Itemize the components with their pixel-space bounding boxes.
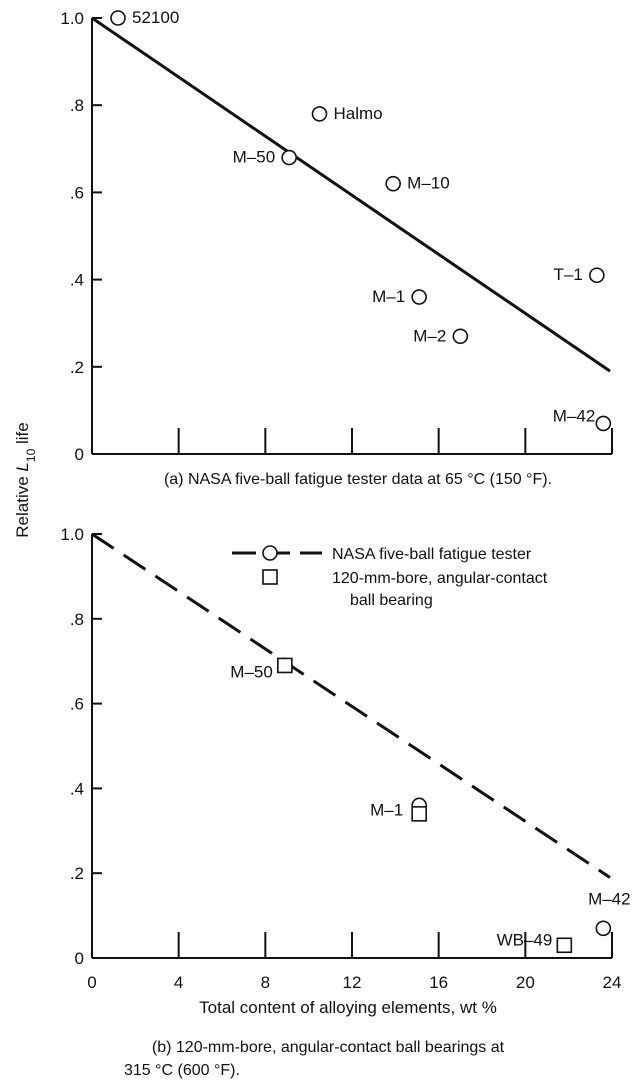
- legend-entry-label: 120-mm-bore, angular-contact: [332, 570, 548, 587]
- x-tick-label: 8: [261, 973, 270, 992]
- y-axis-title-prefix: Relative: [13, 472, 32, 538]
- square-marker: [277, 657, 293, 674]
- x-tick-label: 24: [603, 973, 622, 992]
- y-tick-label: .6: [70, 183, 84, 202]
- legend-b: NASA five-ball fatigue tester 120-mm-bore…: [232, 545, 548, 609]
- y-axis-title: Relative L10 life: [13, 422, 38, 537]
- y-tick-label: .2: [70, 864, 84, 883]
- y-tick-label: .2: [70, 358, 84, 377]
- chart-caption-b-line-2: 315 °C (600 °F).: [124, 1062, 240, 1079]
- point-label: T–1: [554, 265, 583, 284]
- circle-marker: [411, 289, 427, 305]
- y-tick-label: 1.0: [60, 9, 84, 28]
- point-label: M–2: [413, 326, 446, 345]
- data-points-b: M–50 M–1 M–42 WB–49: [230, 657, 631, 954]
- legend-entry-label: ball bearing: [350, 592, 433, 609]
- point-label: M–42: [588, 889, 631, 908]
- x-tick-label: 4: [174, 973, 183, 992]
- y-axis-title-subscript: 10: [24, 448, 38, 462]
- x-tick-labels-b: 0 4 8 12 16 20 24: [87, 973, 621, 992]
- x-tick-label: 0: [87, 973, 96, 992]
- point-label: M–1: [370, 800, 403, 819]
- fit-line: [91, 16, 611, 373]
- circle-marker: [595, 920, 612, 937]
- legend-circle-marker: [262, 545, 278, 561]
- point-label: WB–49: [497, 930, 553, 949]
- point-label: M–42: [553, 406, 596, 425]
- axes-a: [91, 17, 613, 455]
- y-tick-label: .8: [70, 96, 84, 115]
- y-tick-label: .6: [70, 695, 84, 714]
- legend-entry-label: NASA five-ball fatigue tester: [332, 546, 532, 563]
- circle-marker: [589, 267, 605, 284]
- y-axis-title-symbol: L: [13, 462, 32, 471]
- x-tick-label: 16: [429, 973, 448, 992]
- y-tick-labels-b: 0 .2 .4 .6 .8 1.0: [60, 525, 84, 968]
- y-tick-label: 1.0: [60, 525, 84, 544]
- square-marker: [556, 937, 573, 954]
- point-label: M–50: [230, 662, 273, 681]
- circle-marker: [311, 106, 328, 122]
- point-label: M–50: [233, 148, 276, 167]
- point-label: Halmo: [334, 104, 383, 123]
- circle-marker: [385, 175, 401, 192]
- data-points-a: 52100 Halmo M–50 M–10 T–1 M–1 M–2 M–42: [110, 8, 612, 432]
- x-tick-label: 20: [516, 973, 535, 992]
- y-tick-label: 0: [75, 949, 84, 968]
- circle-marker: [595, 415, 612, 432]
- x-axis-title: Total content of alloying elements, wt %: [199, 998, 497, 1017]
- x-tick-label: 12: [343, 973, 362, 992]
- fit-line-b: [91, 532, 611, 879]
- legend-square-marker: [262, 569, 278, 585]
- chart-panel-b: 0 .2 .4 .6 .8 1.0 0 4 8 12 16 20 24 M–50 M–1 M–42 WB–4…: [60, 525, 630, 1079]
- y-tick-labels-a: 0 .2 .4 .6 .8 1.0: [60, 9, 84, 464]
- circle-marker: [281, 149, 297, 166]
- chart-panel-a: 0 .2 .4 .6 .8 1.0 52100 Halmo M–50 M–10 T–1 M–1 M–2…: [60, 8, 613, 488]
- point-label: 52100: [132, 8, 179, 27]
- point-label: M–1: [372, 287, 405, 306]
- circle-marker: [110, 10, 126, 26]
- y-tick-label: .8: [70, 610, 84, 629]
- square-marker: [411, 806, 427, 822]
- y-tick-label: 0: [75, 445, 84, 464]
- chart-caption-a: (a) NASA five-ball fatigue tester data a…: [164, 471, 552, 488]
- point-label: M–10: [407, 174, 450, 193]
- axes-b: [91, 533, 613, 959]
- y-tick-label: .4: [70, 779, 84, 798]
- chart-caption-b-line-1: (b) 120-mm-bore, angular-contact ball be…: [152, 1039, 505, 1056]
- y-axis-title-suffix: life: [13, 422, 32, 448]
- y-tick-label: .4: [70, 271, 84, 290]
- circle-marker: [452, 328, 469, 345]
- fit-line: [91, 532, 611, 879]
- fit-line-a: [91, 16, 611, 373]
